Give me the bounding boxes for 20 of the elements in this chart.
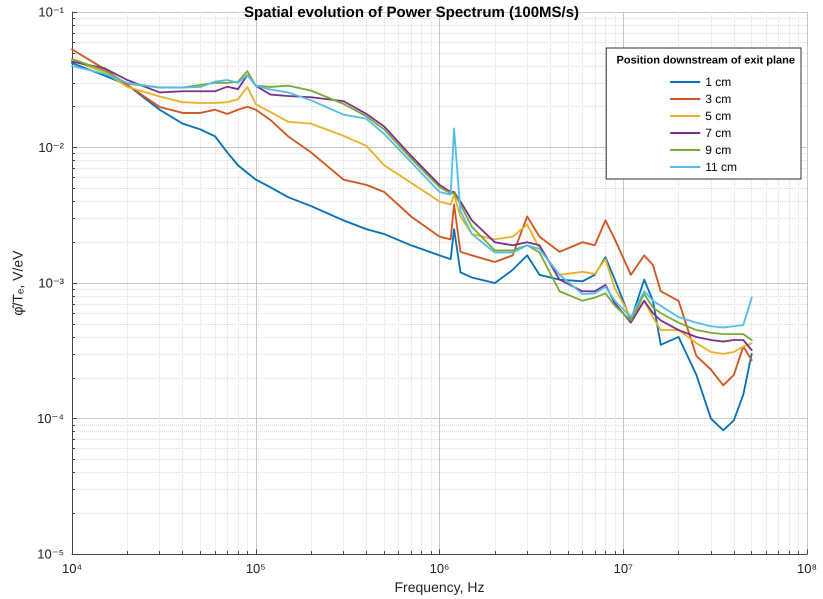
legend-label: 3 cm bbox=[705, 92, 732, 106]
y-tick-label: 10⁻⁴ bbox=[37, 411, 64, 426]
x-tick-label: 10⁴ bbox=[62, 561, 82, 576]
legend-label: 7 cm bbox=[705, 126, 732, 140]
x-tick-label: 10⁷ bbox=[614, 561, 634, 576]
x-axis-title: Frequency, Hz bbox=[394, 579, 484, 595]
x-tick-label: 10⁸ bbox=[797, 561, 817, 576]
legend-label: 11 cm bbox=[705, 160, 738, 174]
y-tick-label: 10⁻¹ bbox=[38, 4, 65, 20]
y-tick-label: 10⁻³ bbox=[38, 276, 65, 291]
legend-label: 9 cm bbox=[705, 143, 732, 157]
legend-label: 5 cm bbox=[705, 109, 732, 123]
y-tick-label: 10⁻⁵ bbox=[37, 546, 64, 562]
legend-title: Position downstream of exit plane bbox=[616, 54, 796, 66]
legend-label: 1 cm bbox=[705, 75, 732, 89]
chart-title: Spatial evolution of Power Spectrum (100MS/s) bbox=[244, 4, 580, 21]
x-tick-label: 10⁶ bbox=[430, 561, 450, 576]
y-axis-title: φ̂/Te, V/eV bbox=[10, 250, 27, 316]
y-tick-label: 10⁻² bbox=[38, 140, 65, 156]
x-tick-label: 10⁵ bbox=[246, 561, 266, 576]
